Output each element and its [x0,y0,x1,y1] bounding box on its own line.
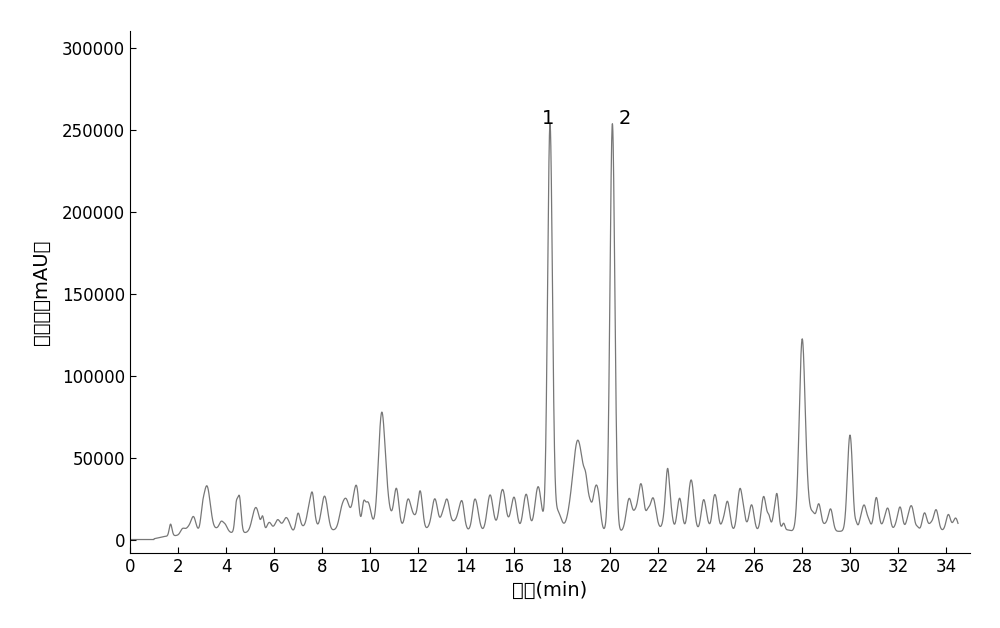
Text: 2: 2 [618,109,631,128]
Text: 1: 1 [541,109,554,128]
Y-axis label: 吸光値（mAU）: 吸光値（mAU） [32,239,51,345]
X-axis label: 时间(min): 时间(min) [512,581,588,600]
